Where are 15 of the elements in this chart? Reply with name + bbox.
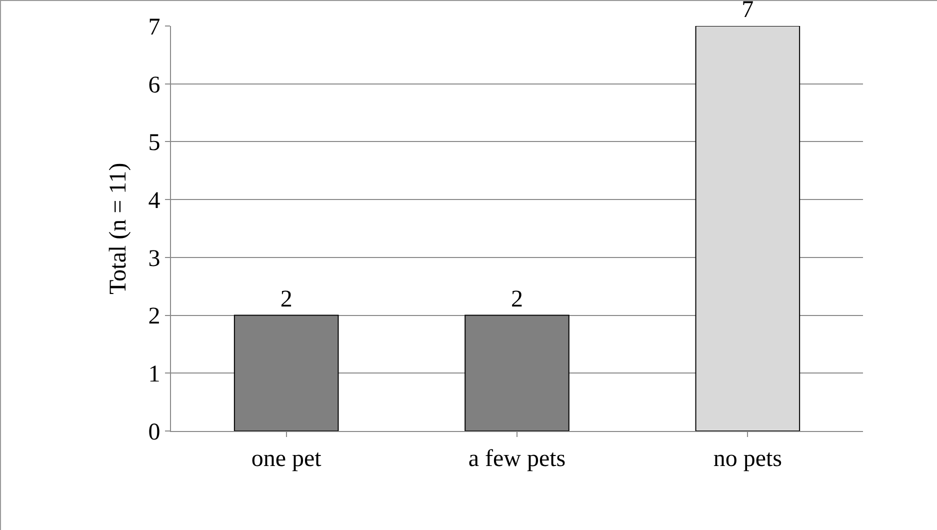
x-tick-label: no pets [713,446,782,472]
x-tick-label: one pet [251,446,322,472]
y-tick-label: 2 [148,304,160,330]
y-tick-label: 5 [148,130,160,156]
data-label: 2 [511,286,523,312]
y-tick-label: 3 [148,246,160,272]
y-tick-label: 1 [148,362,160,388]
y-tick-label: 7 [148,14,160,40]
data-label: 2 [280,286,292,312]
y-tick-label: 0 [148,419,160,446]
y-tick-label: 4 [148,188,160,214]
y-axis-title: Total (n = 11) [105,162,132,294]
data-label: 7 [742,0,754,23]
y-tick-label: 6 [148,72,160,98]
x-tick-label: a few pets [468,446,566,472]
